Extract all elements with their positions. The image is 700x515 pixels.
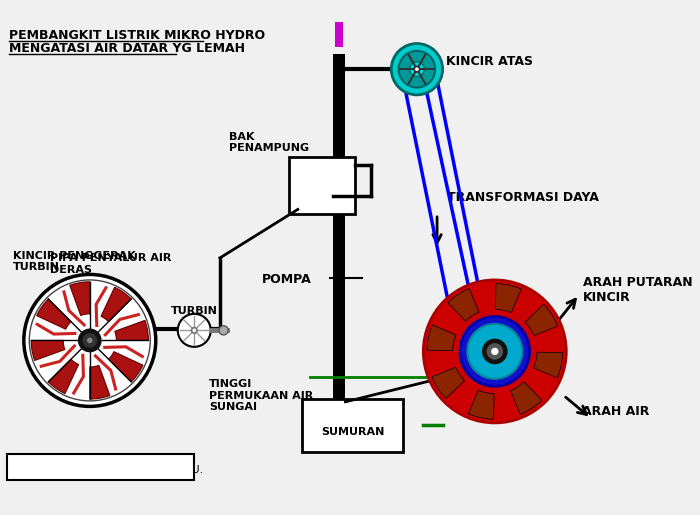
Circle shape	[468, 324, 522, 379]
Wedge shape	[108, 352, 143, 382]
Circle shape	[87, 338, 92, 343]
Text: ARAH AIR: ARAH AIR	[582, 405, 649, 418]
Wedge shape	[525, 304, 558, 336]
Wedge shape	[70, 282, 90, 316]
Wedge shape	[36, 299, 71, 329]
Wedge shape	[448, 288, 479, 321]
Wedge shape	[115, 320, 148, 340]
Text: TINGGI
PERMUKAAN AIR
SUNGAI: TINGGI PERMUKAAN AIR SUNGAI	[209, 379, 313, 412]
Wedge shape	[510, 382, 542, 414]
Text: PIPA PENYALUR AIR
DERAS: PIPA PENYALUR AIR DERAS	[50, 253, 172, 275]
Circle shape	[413, 65, 421, 73]
Wedge shape	[48, 359, 78, 393]
Circle shape	[424, 280, 566, 423]
Wedge shape	[101, 287, 132, 322]
Wedge shape	[533, 352, 563, 378]
Text: SUMURAN: SUMURAN	[321, 427, 384, 437]
Circle shape	[219, 326, 228, 335]
Text: TURBIN: TURBIN	[170, 305, 217, 316]
Bar	[335, 17, 343, 47]
Text: DIGAMBAR OLEH ABDILLAH, FNU.: DIGAMBAR OLEH ABDILLAH, FNU.	[17, 465, 204, 475]
Circle shape	[460, 317, 530, 386]
Wedge shape	[427, 325, 456, 351]
Circle shape	[193, 329, 196, 332]
Text: KINCIR ATAS: KINCIR ATAS	[446, 56, 533, 68]
Circle shape	[83, 333, 97, 348]
Circle shape	[482, 338, 508, 364]
Circle shape	[24, 274, 156, 406]
Wedge shape	[90, 366, 110, 399]
Text: PEMBANGKIT LISTRIK MIKRO HYDRO: PEMBANGKIT LISTRIK MIKRO HYDRO	[9, 29, 265, 42]
Text: POMPA: POMPA	[262, 272, 312, 286]
Circle shape	[190, 327, 198, 334]
Bar	[288, 157, 355, 214]
Text: ARAH PUTARAN
KINCIR: ARAH PUTARAN KINCIR	[583, 276, 692, 304]
Circle shape	[415, 67, 419, 71]
Circle shape	[410, 62, 424, 77]
Bar	[302, 399, 403, 452]
Circle shape	[486, 343, 503, 359]
Text: KINCIR PENGGERAK
TURBIN: KINCIR PENGGERAK TURBIN	[13, 251, 136, 272]
Bar	[332, 54, 345, 443]
Circle shape	[398, 51, 435, 88]
Bar	[7, 454, 195, 479]
Wedge shape	[468, 390, 494, 419]
Circle shape	[78, 329, 102, 352]
Text: MENGATASI AIR DATAR YG LEMAH: MENGATASI AIR DATAR YG LEMAH	[9, 42, 245, 55]
Text: TRANSFORMASI DAYA: TRANSFORMASI DAYA	[447, 191, 599, 204]
Circle shape	[391, 44, 442, 95]
Text: BAK
PENAMPUNG: BAK PENAMPUNG	[229, 131, 309, 153]
Wedge shape	[496, 284, 522, 313]
Circle shape	[178, 314, 211, 347]
Wedge shape	[432, 367, 465, 399]
Wedge shape	[32, 340, 65, 360]
Circle shape	[491, 348, 498, 355]
